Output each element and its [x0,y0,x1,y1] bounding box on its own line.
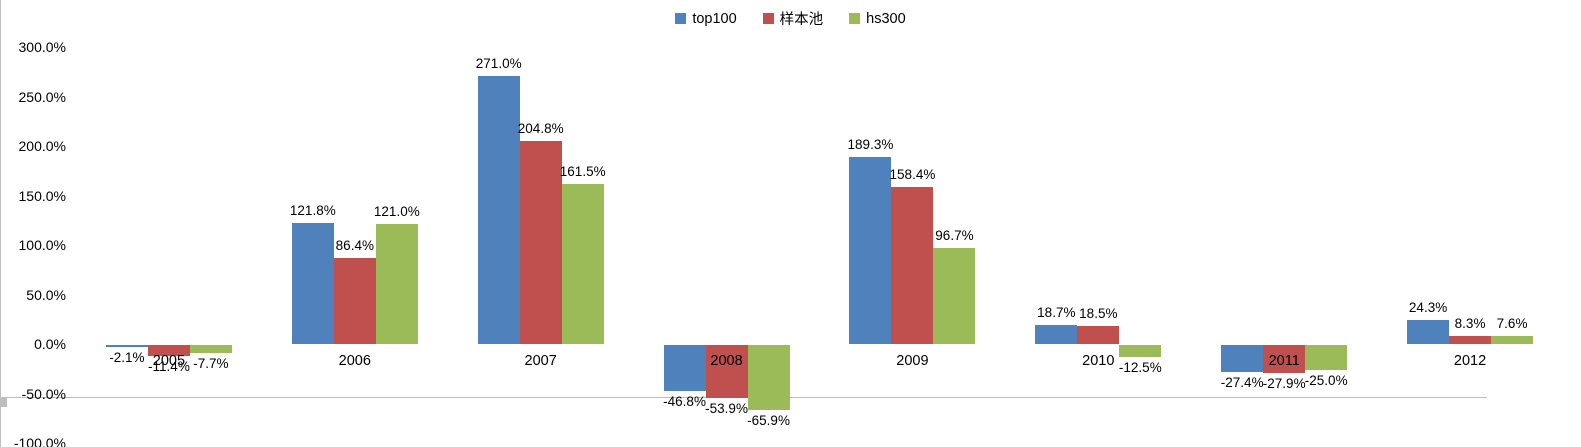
legend-item-top100: top100 [675,10,737,27]
data-label-top100-2009: 189.3% [847,136,894,152]
bar-样本池-2008 [705,345,748,399]
bar-hs300-2008 [747,345,790,411]
bar-hs300-2011 [1305,345,1348,370]
data-label-top100-2012: 24.3% [1408,299,1448,315]
y-axis-tick [0,405,7,406]
bar-hs300-2012 [1491,336,1534,344]
bar-样本池-2010 [1077,325,1120,344]
y-axis-line [0,0,1,397]
y-axis-tick-label: 200.0% [18,138,66,154]
bar-样本池-2011 [1263,345,1306,373]
bar-样本池-2012 [1449,335,1492,344]
y-axis-tick [0,401,7,402]
y-axis-tick-label: 50.0% [26,286,66,303]
data-label-top100-2005: -2.1% [109,350,145,366]
bar-top100-2009 [849,156,892,344]
data-label-hs300-2011: -25.0% [1304,372,1348,388]
legend-item-样本池: 样本池 [762,8,824,29]
y-axis-tick-label: -100.0% [13,435,66,447]
data-label-样本池-2006: 86.4% [335,238,374,254]
data-label-hs300-2007: 161.5% [559,164,606,180]
bar-hs300-2006 [375,224,418,344]
x-axis-tick [0,419,1,425]
y-axis-tick [0,400,7,401]
data-label-样本池-2008: -53.9% [705,401,748,417]
data-label-样本池-2010: 18.5% [1079,305,1118,321]
bar-hs300-2009 [933,248,976,344]
legend-marker-icon [762,13,774,24]
data-label-样本池-2009: 158.4% [889,167,936,183]
data-label-top100-2007: 271.0% [475,55,522,71]
y-axis-tick [0,404,7,405]
bar-top100-2005 [105,345,148,348]
x-category-label-2008: 2008 [710,353,743,369]
bar-top100-2008 [663,345,706,392]
bar-top100-2011 [1221,345,1264,373]
legend-marker-icon [849,13,861,24]
x-category-label-2010: 2010 [1082,353,1115,369]
data-label-top100-2010: 18.7% [1037,305,1076,321]
y-axis-tick-label: 0.0% [34,336,66,352]
y-axis-tick [0,402,7,403]
data-label-hs300-2006: 121.0% [373,204,420,220]
data-label-样本池-2011: -27.9% [1262,375,1306,391]
bar-hs300-2007 [561,184,604,344]
bar-样本池-2009 [891,187,934,344]
x-category-label-2011: 2011 [1268,353,1300,369]
x-category-label-2009: 2009 [896,353,929,369]
data-label-top100-2011: -27.4% [1220,375,1264,391]
y-axis-tick-label: 300.0% [18,39,66,55]
data-label-hs300-2008: -65.9% [747,413,790,429]
data-label-hs300-2012: 7.6% [1496,316,1528,332]
data-label-top100-2006: 121.8% [289,203,336,219]
legend-label: hs300 [866,10,906,27]
y-axis-tick-label: 100.0% [18,237,66,253]
y-axis-tick-label: 250.0% [18,88,66,105]
y-axis-tick [0,398,7,399]
x-category-label-2012: 2012 [1453,353,1487,369]
chart-legend: top100 样本池 hs300 [0,8,1581,29]
y-axis-tick [0,403,7,404]
y-axis-tick [0,399,7,400]
data-label-样本池-2005: -11.4% [148,359,190,375]
plot-area: 300.0% 250.0% 200.0% 150.0% 100.0% 50.0% 0.0% -… [0,0,1534,447]
y-axis-tick-label: 150.0% [18,187,66,204]
bar-top100-2006 [291,223,334,344]
data-label-hs300-2010: -12.5% [1118,360,1162,376]
bar-hs300-2005 [189,345,232,353]
x-category-label-2007: 2007 [524,353,557,369]
bar-样本池-2006 [333,258,376,344]
x-category-label-2005: 2005 [152,353,186,369]
bar-top100-2007 [477,75,520,344]
legend-item-hs300: hs300 [849,11,906,27]
x-axis-tick [0,443,1,447]
data-label-top100-2008: -46.8% [663,394,706,410]
x-axis-tick [0,431,1,437]
bar-hs300-2010 [1119,345,1162,358]
data-label-hs300-2005: -7.7% [193,355,229,371]
legend-marker-icon [675,13,687,24]
x-axis-tick [0,437,1,443]
x-axis-tick [0,407,1,413]
bar-top100-2010 [1035,325,1078,344]
y-axis-tick-label: -50.0% [21,385,66,402]
bar-样本池-2005 [147,345,190,357]
x-axis-tick [0,425,1,431]
data-label-样本池-2012: 8.3% [1454,315,1486,331]
legend-label: top100 [692,10,737,27]
y-axis-tick [0,406,7,407]
bar-样本池-2007 [519,141,562,344]
x-category-label-2006: 2006 [338,353,371,369]
data-label-hs300-2009: 96.7% [935,228,974,244]
bar-top100-2012 [1407,319,1450,344]
data-label-样本池-2007: 204.8% [517,121,564,137]
x-axis-tick [0,413,1,419]
legend-label: 样本池 [779,12,824,28]
